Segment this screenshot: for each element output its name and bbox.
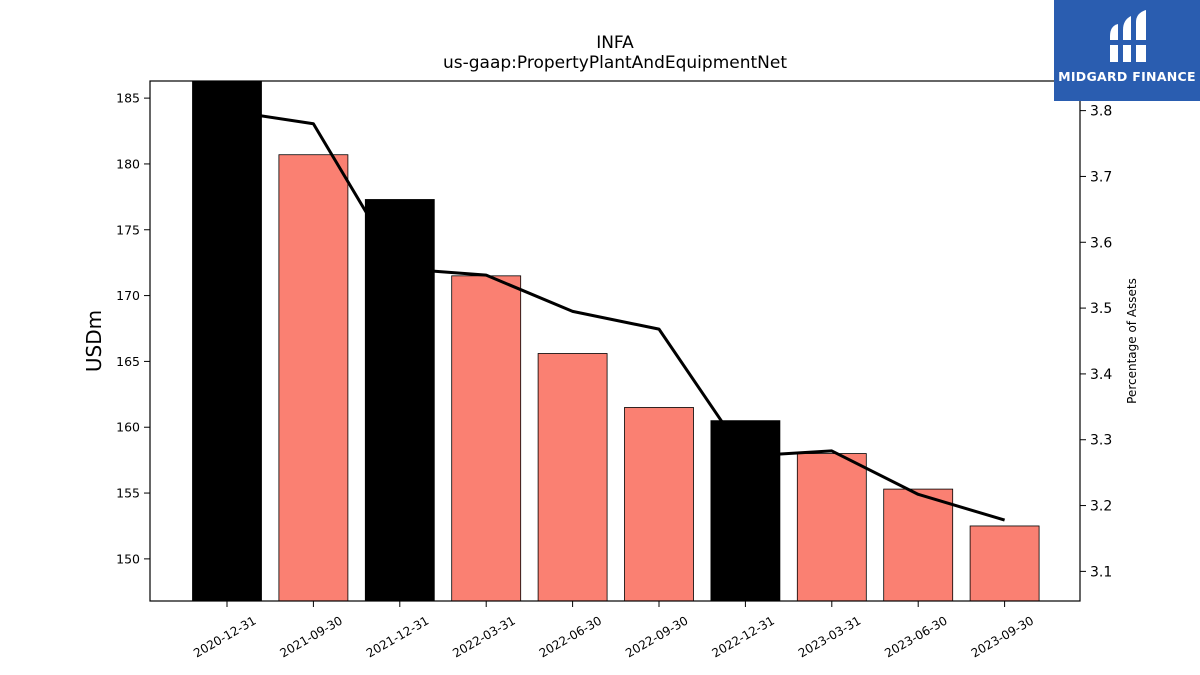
bars-group <box>192 80 1040 602</box>
y-tick-label: 185 <box>116 91 140 106</box>
y-tick-label: 180 <box>116 156 140 171</box>
logo-text: MIDGARD FINANCE <box>1058 69 1196 84</box>
y2-tick-label: 3.8 <box>1090 104 1112 120</box>
y-tick-label: 170 <box>116 288 140 303</box>
y-tick-label: 150 <box>116 551 140 566</box>
midgard-logo-icon <box>1110 10 1148 62</box>
x-tick-label: 2022-09-30 <box>623 613 690 660</box>
y2-axis: 3.1 3.2 3.3 3.4 3.5 3.6 3.7 3.8 <box>1080 104 1112 580</box>
y2-tick-label: 3.7 <box>1090 169 1112 185</box>
bar-2023-06-30 <box>883 488 954 602</box>
chart-title: INFA <box>596 33 634 53</box>
logo: MIDGARD FINANCE <box>1054 0 1200 101</box>
bar-2022-06-30 <box>537 353 608 602</box>
bar-2020-12-31 <box>192 80 262 602</box>
x-tick-label: 2023-09-30 <box>969 613 1036 660</box>
bar-2022-03-31 <box>451 275 522 602</box>
y2-tick-label: 3.5 <box>1090 301 1112 317</box>
y-tick-label: 155 <box>116 486 140 501</box>
bar-2023-03-31 <box>796 453 867 602</box>
y-tick-label: 165 <box>116 354 140 369</box>
bar-2022-09-30 <box>624 407 694 602</box>
x-tick-label: 2023-06-30 <box>882 613 949 660</box>
x-tick-label: 2021-12-31 <box>364 613 431 660</box>
chart-subtitle: us-gaap:PropertyPlantAndEquipmentNet <box>443 53 787 73</box>
x-tick-label: 2020-12-31 <box>191 613 258 660</box>
y2-tick-label: 3.4 <box>1090 367 1112 383</box>
bar-2022-12-31 <box>710 420 781 602</box>
plot-frame <box>149 80 1081 602</box>
y-tick-label: 160 <box>116 420 140 435</box>
x-tick-label: 2022-06-30 <box>537 613 604 660</box>
bar-2021-12-31 <box>364 199 435 602</box>
x-tick-label: 2021-09-30 <box>277 613 344 660</box>
line-group <box>226 109 1006 522</box>
y2-axis-label: Percentage of Assets <box>1125 278 1139 404</box>
x-tick-label: 2022-03-31 <box>450 613 517 660</box>
percentage-line <box>226 109 1006 522</box>
bar-2021-09-30 <box>278 154 349 602</box>
x-tick-label: 2023-03-31 <box>796 613 863 660</box>
y-tick-label: 175 <box>116 222 140 237</box>
y-axis-label: USDm <box>82 310 106 372</box>
bar-2023-09-30 <box>969 525 1040 602</box>
y2-tick-label: 3.1 <box>1090 564 1112 580</box>
y-axis: 150 155 160 165 170 175 180 185 <box>116 91 150 566</box>
x-axis: 2020-12-31 2021-09-30 2021-12-31 2022-03-31… <box>191 601 1036 660</box>
y2-tick-label: 3.6 <box>1090 235 1112 251</box>
x-tick-label: 2022-12-31 <box>709 613 776 660</box>
y2-tick-label: 3.3 <box>1090 433 1112 449</box>
y2-tick-label: 3.2 <box>1090 499 1112 515</box>
